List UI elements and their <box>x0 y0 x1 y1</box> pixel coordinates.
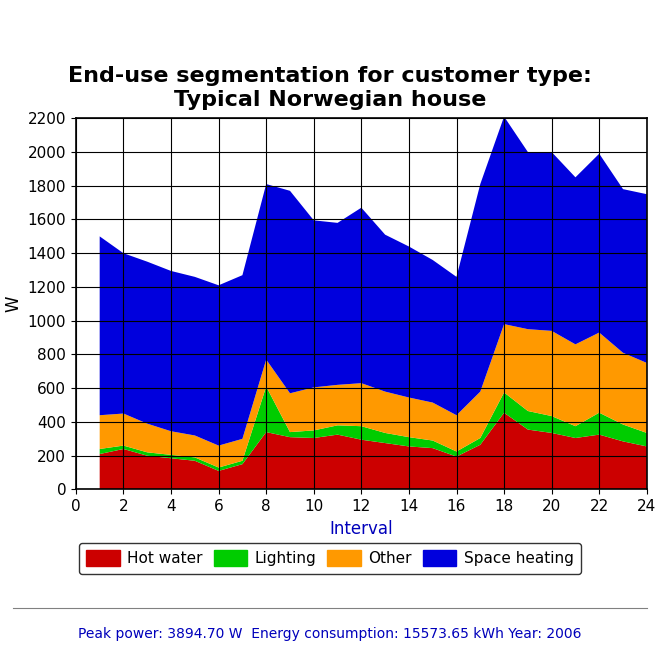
Legend: Hot water, Lighting, Other, Space heating: Hot water, Lighting, Other, Space heatin… <box>79 543 581 574</box>
Text: Peak power: 3894.70 W  Energy consumption: 15573.65 kWh Year: 2006: Peak power: 3894.70 W Energy consumption… <box>79 627 581 641</box>
X-axis label: Interval: Interval <box>329 520 393 537</box>
Text: End-use segmentation for customer type:
Typical Norwegian house: End-use segmentation for customer type: … <box>68 66 592 110</box>
Y-axis label: W: W <box>4 296 22 312</box>
